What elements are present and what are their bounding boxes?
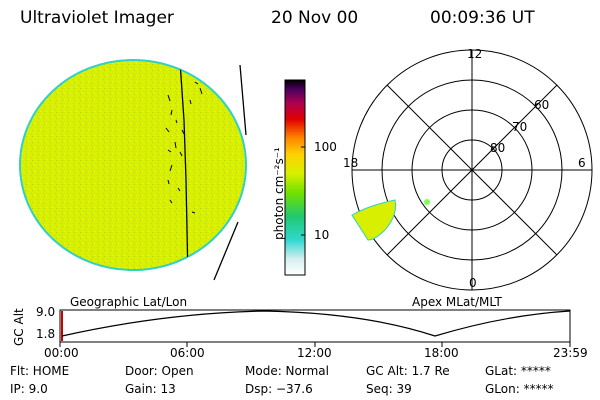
time-label: 00:09:36 UT [430, 8, 535, 28]
mlt-label-0: 0 [469, 276, 477, 290]
auroral-oval [351, 199, 396, 241]
limb-line-top [239, 64, 247, 136]
altitude-ylabel: GC Alt [12, 308, 26, 346]
earth-disk [19, 59, 247, 271]
glon-status: GLon: ***** [485, 382, 554, 396]
altitude-plot [59, 309, 571, 347]
colorbar [284, 79, 306, 276]
door-status: Door: Open [125, 364, 194, 378]
terminator-line [165, 61, 203, 270]
colorbar-tick-10: 10 [314, 228, 330, 242]
glat-status: GLat: ***** [485, 364, 551, 378]
geographic-label: Geographic Lat/Lon [70, 295, 188, 309]
mode-status: Mode: Normal [245, 364, 329, 378]
time-tick-0000: 00:00 [44, 346, 79, 360]
ip-status: IP: 9.0 [10, 382, 48, 396]
apex-label: Apex MLat/MLT [412, 295, 502, 309]
geographic-globe-panel [19, 59, 247, 281]
altitude-ytick-low: 1.8 [36, 327, 56, 341]
flt-status: Flt: HOME [10, 364, 70, 378]
mlt-label-18: 18 [343, 156, 359, 170]
date-label: 20 Nov 00 [271, 8, 359, 28]
mlat-label-70: 70 [512, 120, 528, 134]
gain-status: Gain: 13 [125, 382, 176, 396]
time-tick-1800: 18:00 [424, 346, 459, 360]
colorbar-unit-label: photon cm⁻²s⁻¹ [272, 147, 286, 240]
limb-line-bottom [213, 221, 239, 281]
instrument-title: Ultraviolet Imager [20, 8, 174, 28]
time-tick-1200: 12:00 [297, 346, 332, 360]
mlt-label-12: 12 [467, 47, 483, 61]
seq-status: Seq: 39 [366, 382, 412, 396]
subsolar-marker [424, 199, 430, 205]
altitude-frame [59, 309, 571, 343]
time-tick-2359: 23:59 [553, 346, 588, 360]
altitude-curve [61, 310, 571, 337]
dsp-status: Dsp: −37.6 [245, 382, 313, 396]
gc-alt-status: GC Alt: 1.7 Re [366, 364, 450, 378]
time-tick-0600: 06:00 [170, 346, 205, 360]
colorbar-tick-100: 100 [314, 140, 337, 154]
mlt-label-6: 6 [578, 156, 586, 170]
altitude-ytick-high: 9.0 [36, 305, 56, 319]
mlat-label-80: 80 [490, 141, 506, 155]
mlat-label-60: 60 [534, 98, 550, 112]
polar-plot-panel [351, 49, 593, 291]
